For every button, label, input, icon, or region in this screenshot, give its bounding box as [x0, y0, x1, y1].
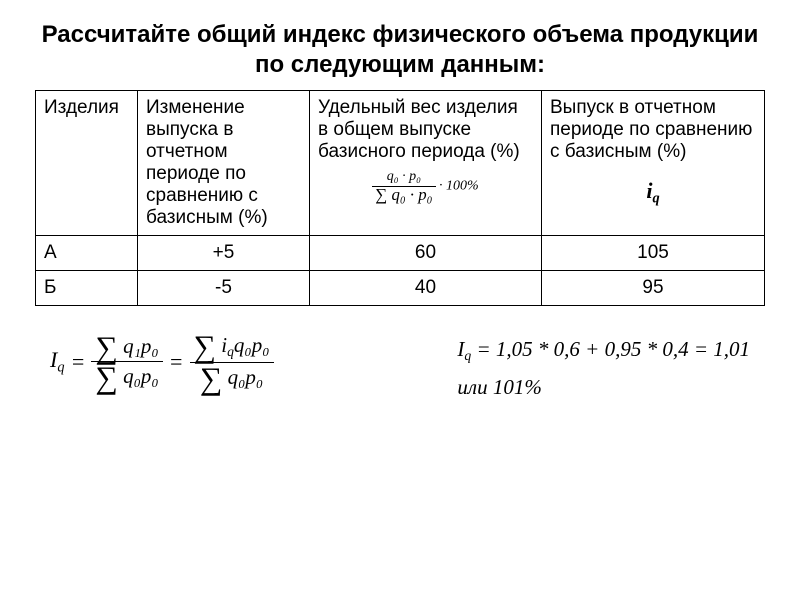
header-col3: Удельный вес изделия в общем выпуске баз… — [310, 91, 542, 236]
cell-output-b: 95 — [542, 271, 765, 306]
cell-name-b: Б — [36, 271, 138, 306]
formula-area: Iq = ∑ q₁p₀ ∑ q₀p₀ = ∑ iqq₀p₀ ∑ q₀p₀ Iq … — [35, 331, 765, 407]
cell-change-b: -5 — [138, 271, 310, 306]
cell-weight-a: 60 — [310, 236, 542, 271]
cell-weight-b: 40 — [310, 271, 542, 306]
header-col3-text: Удельный вес изделия в общем выпуске баз… — [318, 97, 520, 162]
header-col4: Выпуск в отчетном периоде по сравнению с… — [542, 91, 765, 236]
data-table: Изделия Изменение выпуска в отчетном пер… — [35, 90, 765, 306]
left-formula: Iq = ∑ q₁p₀ ∑ q₀p₀ = ∑ iqq₀p₀ ∑ q₀p₀ — [50, 331, 274, 393]
header-col3-formula: q₀ · p₀ ∑ q₀ · p₀ · 100% — [318, 169, 533, 204]
table-row: А +5 60 105 — [36, 236, 765, 271]
header-col2: Изменение выпуска в отчетном периоде по … — [138, 91, 310, 236]
table-header-row: Изделия Изменение выпуска в отчетном пер… — [36, 91, 765, 236]
cell-change-a: +5 — [138, 236, 310, 271]
header-col4-text: Выпуск в отчетном периоде по сравнению с… — [550, 97, 752, 162]
page-title: Рассчитайте общий индекс физического объ… — [35, 20, 765, 80]
right-formula: Iq = 1,05 * 0,6 + 0,95 * 0,4 = 1,01 или … — [457, 331, 750, 407]
header-col4-formula: iq — [550, 178, 756, 207]
table-row: Б -5 40 95 — [36, 271, 765, 306]
cell-output-a: 105 — [542, 236, 765, 271]
cell-name-a: А — [36, 236, 138, 271]
right-formula-line2: или 101% — [457, 369, 750, 407]
header-col1: Изделия — [36, 91, 138, 236]
right-formula-line1: Iq = 1,05 * 0,6 + 0,95 * 0,4 = 1,01 — [457, 331, 750, 369]
